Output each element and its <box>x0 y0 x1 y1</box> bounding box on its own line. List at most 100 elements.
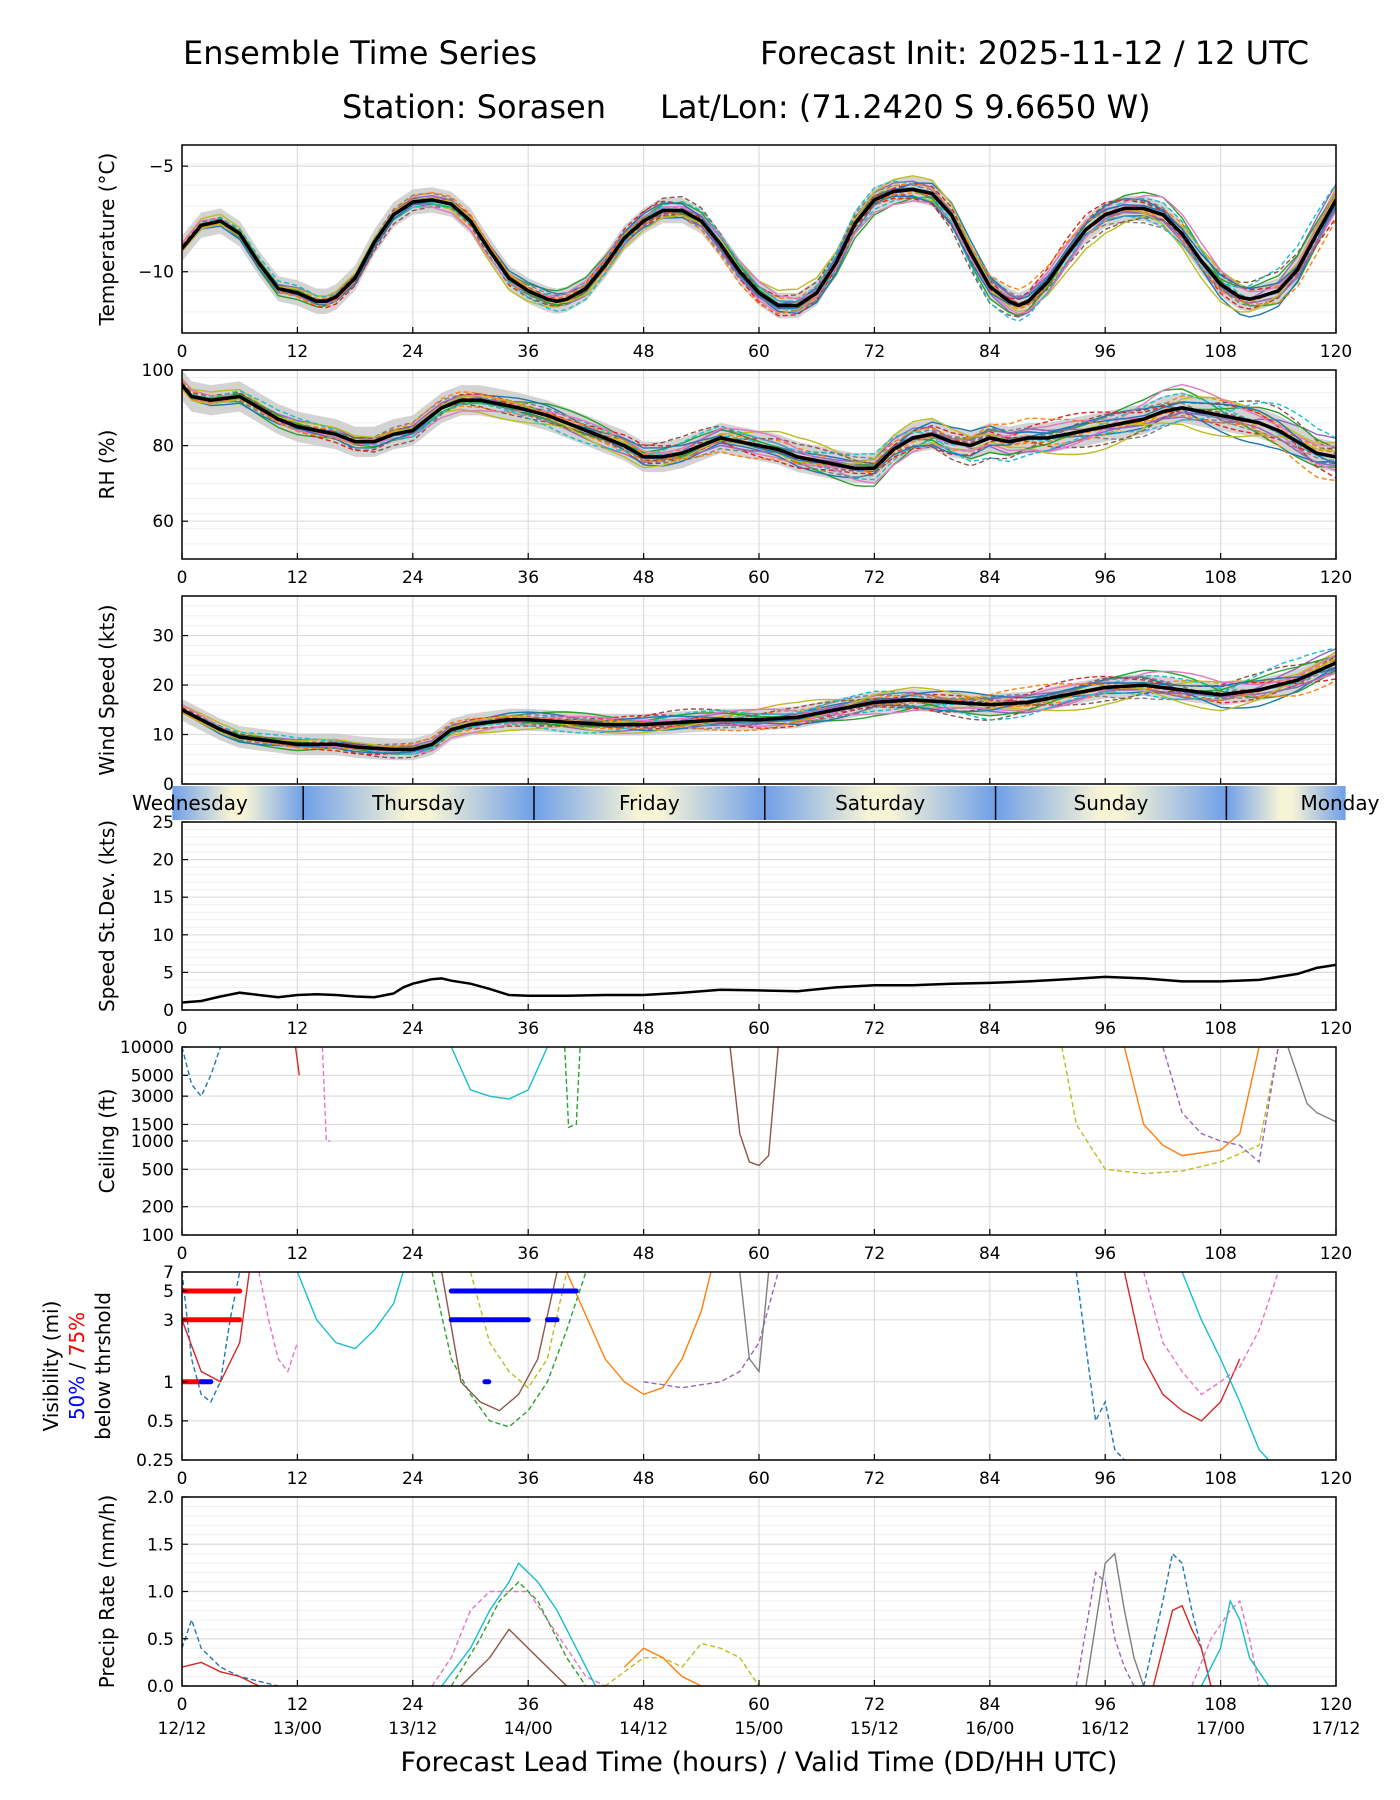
x-tick-label: 12 <box>287 1469 309 1489</box>
x-tick-label: 108 <box>1204 342 1236 362</box>
x-tick-label: 120 <box>1320 1019 1352 1039</box>
member-line <box>182 1047 222 1098</box>
y-tick-label: 30 <box>152 627 174 647</box>
x-tick-label: 48 <box>633 568 655 588</box>
y-tick-label: 25 <box>152 813 174 833</box>
member-line <box>441 1562 597 1686</box>
y-axis-label: Precip Rate (mm/h) <box>95 1495 119 1689</box>
member-line <box>182 1272 241 1403</box>
x-tick-label: 72 <box>864 1695 886 1715</box>
x-tick-label: 84 <box>979 1244 1001 1264</box>
station-name: Station: Sorasen <box>342 88 607 126</box>
y-tick-label: 20 <box>152 851 174 871</box>
prob-50-label: 50% <box>65 1376 89 1420</box>
x-tick-label: 12 <box>287 1244 309 1264</box>
y-tick-label: 100 <box>142 1226 174 1246</box>
prob-75-label: 75% <box>65 1312 89 1356</box>
x-tick-label: 120 <box>1320 568 1352 588</box>
valid-time-label: 14/00 <box>504 1719 553 1739</box>
x-tick-label: 24 <box>402 1469 424 1489</box>
day-label: Wednesday <box>132 791 248 815</box>
day-label: Friday <box>619 791 680 815</box>
x-tick-label: 36 <box>517 1019 539 1039</box>
member-line <box>441 1272 558 1412</box>
y-tick-label: 0.5 <box>147 1412 174 1432</box>
member-line <box>1181 1272 1270 1460</box>
x-tick-label: 48 <box>633 1469 655 1489</box>
member-line <box>643 1272 779 1389</box>
x-tick-label: 60 <box>748 1244 770 1264</box>
member-line <box>182 378 1336 485</box>
mean-line <box>182 661 1336 752</box>
member-line <box>564 1047 581 1129</box>
y-tick-label: 10000 <box>120 1038 174 1058</box>
x-tick-label: 72 <box>864 1019 886 1039</box>
mean-line <box>182 187 1336 308</box>
x-tick-label: 120 <box>1320 1469 1352 1489</box>
member-line <box>182 385 1336 478</box>
x-tick-label: 12 <box>287 1695 309 1715</box>
y-tick-label: 0.5 <box>147 1630 174 1650</box>
day-label: Thursday <box>371 791 465 815</box>
x-tick-label: 12 <box>287 342 309 362</box>
valid-time-label: 12/12 <box>158 1719 207 1739</box>
x-tick-label: 36 <box>517 342 539 362</box>
valid-time-label: 17/00 <box>1196 1719 1245 1739</box>
y-tick-label: 0 <box>163 775 174 795</box>
y-tick-label: 3000 <box>131 1087 174 1107</box>
x-tick-label: 96 <box>1094 342 1116 362</box>
member-line <box>1075 1571 1135 1686</box>
valid-time-label: 13/00 <box>273 1719 322 1739</box>
x-tick-label: 0 <box>177 1695 188 1715</box>
y-tick-label: 5000 <box>131 1066 174 1086</box>
x-tick-label: 60 <box>748 1469 770 1489</box>
station-latlon: Lat/Lon: (71.2420 S 9.6650 W) <box>660 88 1151 126</box>
plot-area <box>182 1272 1279 1460</box>
y-tick-label: 10 <box>152 926 174 946</box>
x-tick-label: 84 <box>979 1019 1001 1039</box>
valid-time-label: 16/00 <box>965 1719 1014 1739</box>
member-line <box>1085 1552 1145 1686</box>
member-line <box>321 1047 331 1142</box>
y-tick-label: −5 <box>149 157 174 177</box>
member-line <box>431 1590 606 1686</box>
member-line <box>739 1272 770 1374</box>
member-line <box>182 384 1336 473</box>
day-band <box>1226 786 1346 820</box>
plot-area <box>182 647 1336 761</box>
x-tick-label: 72 <box>864 1244 886 1264</box>
day-band <box>303 786 534 820</box>
member-line <box>182 1661 260 1686</box>
x-tick-label: 96 <box>1094 1244 1116 1264</box>
y-axis-label: Visibility (mi) <box>39 1301 63 1432</box>
y-axis-label: Temperature (°C) <box>95 153 119 327</box>
member-line <box>623 1647 702 1686</box>
y-tick-label: 60 <box>152 512 174 532</box>
member-line <box>1123 1047 1260 1157</box>
x-tick-label: 120 <box>1320 1244 1352 1264</box>
y-tick-label: 10 <box>152 726 174 746</box>
plot-area <box>182 370 1336 487</box>
x-tick-label: 0 <box>177 568 188 588</box>
x-tick-label: 0 <box>177 342 188 362</box>
x-tick-label: 0 <box>177 1244 188 1264</box>
x-tick-label: 72 <box>864 1469 886 1489</box>
member-line <box>182 386 1336 479</box>
x-tick-label: 84 <box>979 568 1001 588</box>
x-tick-label: 24 <box>402 1695 424 1715</box>
x-tick-label: 120 <box>1320 342 1352 362</box>
member-line <box>182 1617 279 1686</box>
member-line <box>1191 1599 1260 1686</box>
y-tick-label: 100 <box>142 361 174 381</box>
member-line <box>182 195 1336 310</box>
y-tick-label: 15 <box>152 888 174 908</box>
member-line <box>182 197 1336 317</box>
y-tick-label: 80 <box>152 437 174 457</box>
x-tick-label: 96 <box>1094 1019 1116 1039</box>
day-band <box>764 786 996 820</box>
x-tick-label: 84 <box>979 1469 1001 1489</box>
x-tick-label: 48 <box>633 1244 655 1264</box>
member-line <box>182 1272 250 1383</box>
stdev-line <box>182 963 1336 1004</box>
